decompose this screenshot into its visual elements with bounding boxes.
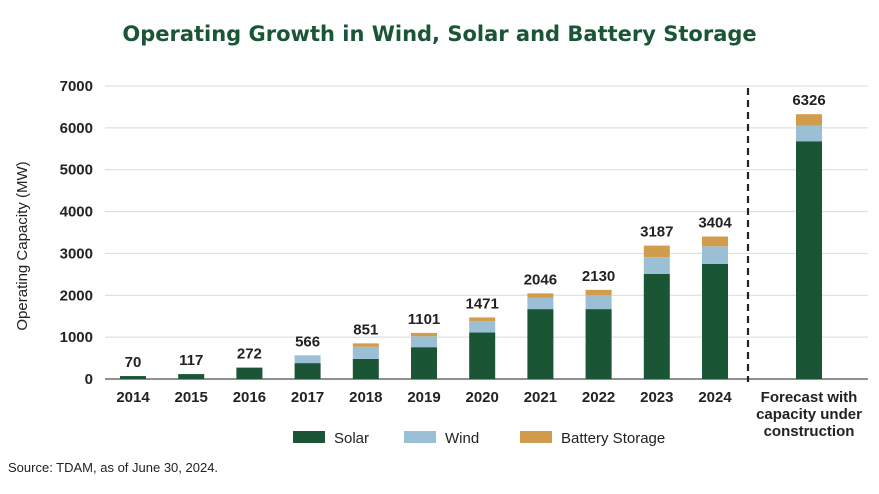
legend-swatch [404, 431, 436, 443]
x-tick-label: capacity under [756, 406, 862, 423]
bar-segment-solar [643, 273, 670, 379]
bar-segment-solar [585, 309, 612, 379]
x-tick-label: 2018 [349, 389, 382, 406]
y-tick-label: 6000 [60, 120, 93, 137]
bar-total-label: 117 [179, 352, 203, 369]
x-tick-label: 2022 [582, 389, 615, 406]
x-tick-label: 2024 [698, 389, 732, 406]
bar-total-label: 1471 [466, 295, 499, 312]
source-note: Source: TDAM, as of June 30, 2024. [8, 460, 219, 475]
bar-segment-wind [643, 257, 670, 274]
legend-label: Wind [445, 430, 479, 447]
bar-total-label: 2130 [582, 268, 615, 285]
x-tick-label: 2015 [175, 389, 208, 406]
x-tick-label: 2021 [524, 389, 557, 406]
bar-segment-wind [469, 321, 496, 333]
bar-total-label: 70 [125, 354, 142, 371]
bar-segment-wind [585, 295, 612, 310]
y-tick-label: 4000 [60, 204, 93, 221]
bar-segment-battery-storage [702, 236, 728, 247]
x-tick-label: 2014 [116, 389, 150, 406]
bar-segment-solar [527, 309, 554, 379]
chart-title: Operating Growth in Wind, Solar and Batt… [122, 22, 757, 46]
bar-segment-solar [236, 367, 263, 379]
legend-swatch [293, 431, 325, 443]
bar-segment-wind [352, 346, 379, 359]
bar-segment-solar [411, 347, 437, 379]
bar-segment-solar [702, 263, 728, 379]
legend-swatch [520, 431, 552, 443]
bar-segment-wind [796, 125, 822, 142]
legend-label: Battery Storage [561, 430, 665, 447]
bar-total-label: 272 [237, 346, 262, 363]
bar-segment-wind [294, 355, 321, 364]
bar-total-label: 3187 [640, 224, 673, 241]
bar-segment-solar [352, 358, 379, 379]
bar-segment-battery-storage [585, 289, 612, 296]
y-tick-label: 7000 [60, 78, 93, 95]
x-tick-label: 2020 [466, 389, 499, 406]
bar-total-label: 3404 [698, 215, 732, 232]
x-tick-label: Forecast with [761, 389, 858, 406]
bar-segment-wind [411, 336, 437, 348]
y-tick-label: 5000 [60, 162, 93, 179]
bar-segment-wind [527, 297, 554, 310]
y-axis-label: Operating Capacity (MW) [14, 161, 31, 330]
bar-segment-battery-storage [643, 245, 670, 258]
bar-segment-solar [796, 141, 822, 379]
y-tick-label: 3000 [60, 245, 93, 262]
x-tick-label: 2019 [407, 389, 440, 406]
bar-segment-battery-storage [796, 114, 822, 126]
bar-segment-wind [702, 246, 728, 264]
bar-segment-battery-storage [527, 293, 554, 298]
bar-segment-solar [178, 374, 205, 379]
bar-segment-solar [120, 376, 146, 379]
bar-segment-battery-storage [352, 343, 379, 347]
x-tick-label: 2017 [291, 389, 324, 406]
y-tick-label: 2000 [60, 287, 93, 304]
bar-total-label: 1101 [408, 311, 441, 328]
y-tick-label: 1000 [60, 329, 93, 346]
legend-label: Solar [334, 430, 369, 447]
x-tick-label: construction [764, 423, 855, 440]
x-tick-label: 2016 [233, 389, 266, 406]
bar-total-label: 6326 [792, 92, 825, 109]
y-tick-label: 0 [85, 371, 93, 388]
bar-segment-solar [469, 332, 496, 379]
bar-segment-solar [294, 363, 321, 379]
bar-total-label: 566 [295, 333, 320, 350]
bar-total-label: 851 [353, 321, 378, 338]
bar-total-label: 2046 [524, 271, 557, 288]
bar-segment-battery-storage [411, 332, 437, 337]
x-tick-label: 2023 [640, 389, 673, 406]
bar-segment-battery-storage [469, 317, 496, 322]
